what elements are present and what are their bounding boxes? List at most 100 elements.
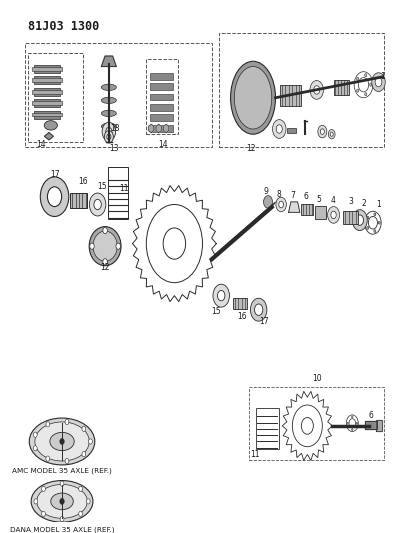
- Text: 1: 1: [380, 72, 385, 82]
- Circle shape: [367, 216, 369, 219]
- Ellipse shape: [51, 493, 73, 510]
- Text: 15: 15: [211, 307, 220, 316]
- Circle shape: [330, 132, 333, 136]
- Text: 6: 6: [369, 411, 373, 420]
- Text: 11: 11: [250, 450, 260, 459]
- Ellipse shape: [31, 481, 93, 522]
- Circle shape: [60, 498, 64, 505]
- Circle shape: [116, 243, 121, 249]
- Text: 15: 15: [98, 182, 107, 191]
- Bar: [256, 408, 279, 449]
- Circle shape: [213, 284, 230, 307]
- Ellipse shape: [35, 422, 89, 461]
- Circle shape: [82, 451, 86, 457]
- Circle shape: [374, 213, 376, 216]
- Text: 4: 4: [331, 196, 336, 205]
- Circle shape: [79, 511, 83, 516]
- Ellipse shape: [89, 227, 121, 266]
- Bar: [34, 65, 60, 72]
- Bar: [150, 94, 173, 100]
- Bar: [108, 167, 129, 219]
- Bar: [34, 111, 60, 118]
- Circle shape: [82, 426, 86, 431]
- Text: 9: 9: [264, 187, 268, 196]
- Circle shape: [347, 422, 348, 424]
- Text: 14: 14: [37, 140, 46, 149]
- Circle shape: [48, 187, 62, 207]
- Text: 13: 13: [110, 144, 119, 153]
- Circle shape: [33, 446, 37, 451]
- Polygon shape: [101, 56, 116, 67]
- Ellipse shape: [101, 84, 116, 91]
- Ellipse shape: [101, 97, 116, 103]
- Bar: [150, 125, 173, 132]
- Bar: [334, 79, 349, 95]
- Text: 16: 16: [237, 312, 247, 321]
- Circle shape: [356, 422, 358, 424]
- Circle shape: [46, 422, 50, 427]
- Circle shape: [375, 77, 382, 87]
- Circle shape: [272, 119, 286, 139]
- Circle shape: [89, 439, 92, 444]
- Polygon shape: [156, 124, 161, 133]
- Circle shape: [106, 127, 112, 136]
- Ellipse shape: [234, 67, 272, 129]
- Circle shape: [103, 228, 107, 233]
- Circle shape: [42, 511, 45, 516]
- Circle shape: [65, 458, 69, 464]
- Circle shape: [331, 211, 336, 219]
- Circle shape: [356, 215, 364, 225]
- Polygon shape: [163, 124, 169, 133]
- Ellipse shape: [101, 123, 116, 130]
- Circle shape: [276, 125, 282, 133]
- Circle shape: [318, 125, 327, 138]
- Circle shape: [276, 197, 286, 212]
- Circle shape: [356, 77, 359, 80]
- Text: DANA MODEL 35 AXLE (REF.): DANA MODEL 35 AXLE (REF.): [10, 527, 114, 533]
- Circle shape: [367, 227, 369, 229]
- Ellipse shape: [101, 110, 116, 117]
- Bar: [28, 53, 83, 142]
- Polygon shape: [212, 202, 275, 259]
- Circle shape: [352, 209, 367, 231]
- Polygon shape: [288, 202, 300, 212]
- Text: AMC MODEL 35 AXLE (REF.): AMC MODEL 35 AXLE (REF.): [12, 468, 112, 474]
- Polygon shape: [44, 133, 53, 140]
- Circle shape: [310, 80, 323, 99]
- Text: 12: 12: [246, 144, 256, 153]
- Text: 11: 11: [119, 184, 129, 193]
- Bar: [287, 128, 296, 133]
- Circle shape: [65, 419, 69, 425]
- Circle shape: [105, 131, 113, 143]
- Ellipse shape: [29, 418, 95, 465]
- Bar: [146, 59, 178, 134]
- Bar: [25, 43, 212, 147]
- Text: 2: 2: [361, 199, 366, 208]
- Bar: [32, 67, 62, 71]
- Circle shape: [279, 201, 283, 208]
- Bar: [34, 99, 60, 107]
- Bar: [34, 88, 60, 95]
- Bar: [315, 206, 326, 219]
- Circle shape: [34, 499, 38, 504]
- Circle shape: [365, 74, 367, 77]
- Circle shape: [352, 429, 353, 431]
- Circle shape: [60, 516, 64, 522]
- Circle shape: [356, 89, 359, 92]
- Circle shape: [250, 298, 267, 321]
- Bar: [32, 113, 62, 117]
- Circle shape: [102, 122, 116, 141]
- Ellipse shape: [93, 231, 117, 261]
- Circle shape: [378, 221, 380, 224]
- Bar: [249, 387, 384, 459]
- Text: 16: 16: [78, 176, 88, 185]
- Bar: [301, 204, 313, 215]
- Bar: [150, 72, 173, 79]
- Polygon shape: [365, 421, 376, 430]
- Circle shape: [40, 177, 69, 216]
- Circle shape: [42, 486, 45, 491]
- Circle shape: [89, 193, 106, 216]
- Circle shape: [255, 304, 263, 316]
- Text: 1: 1: [376, 200, 381, 209]
- Text: 5: 5: [316, 195, 321, 204]
